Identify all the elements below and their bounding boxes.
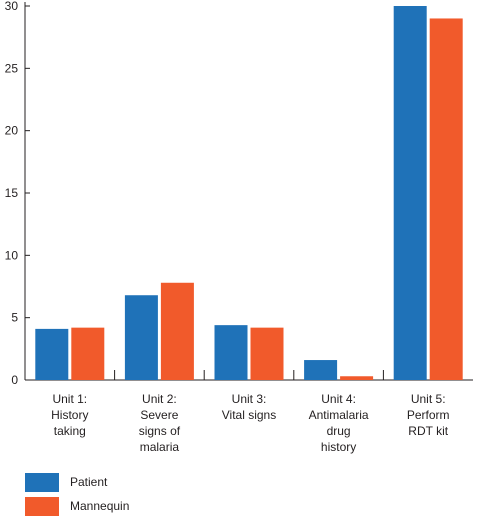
legend-label-patient: Patient [70, 475, 108, 489]
category-label: Unit 1: History taking [51, 392, 88, 438]
bar-chart: 0 5 10 15 20 25 30 Unit 1: History taking Unit 2:… [5, 0, 473, 454]
bar-patient-4 [304, 360, 338, 380]
category-labels: Unit 1: History taking Unit 2: Severe signs o… [51, 392, 449, 454]
y-tick-label: 15 [5, 186, 19, 200]
legend: Patient Mannequin [25, 471, 129, 519]
bars [35, 6, 463, 380]
bar-patient-1 [35, 328, 69, 380]
legend-swatch-mannequin [25, 496, 59, 516]
bar-mannequin-3 [250, 327, 284, 380]
category-label: Unit 3: Vital signs [222, 392, 276, 422]
y-tick-label: 10 [5, 248, 19, 262]
legend-label-mannequin: Mannequin [70, 499, 130, 513]
bar-patient-2 [124, 295, 158, 380]
y-tick-label: 5 [11, 311, 18, 325]
y-tick-label: 20 [5, 124, 19, 138]
y-tick-label: 25 [5, 61, 19, 75]
bar-patient-5 [393, 6, 427, 380]
legend-item-mannequin: Mannequin [25, 495, 129, 517]
y-axis: 0 5 10 15 20 25 30 [5, 0, 30, 387]
category-label: Unit 2: Severe signs of malaria [139, 392, 181, 454]
bar-mannequin-5 [429, 18, 463, 380]
category-label: Unit 4: Antimalaria drug history [309, 392, 369, 454]
bar-mannequin-2 [160, 282, 194, 380]
y-tick-label: 30 [5, 0, 19, 13]
category-label: Unit 5: Perform RDT kit [407, 392, 450, 438]
bar-mannequin-4 [340, 376, 374, 380]
y-tick-label: 0 [11, 373, 18, 387]
legend-swatch-patient [25, 472, 59, 492]
legend-item-patient: Patient [25, 471, 129, 493]
bar-patient-3 [214, 325, 248, 380]
bar-mannequin-1 [71, 327, 105, 380]
